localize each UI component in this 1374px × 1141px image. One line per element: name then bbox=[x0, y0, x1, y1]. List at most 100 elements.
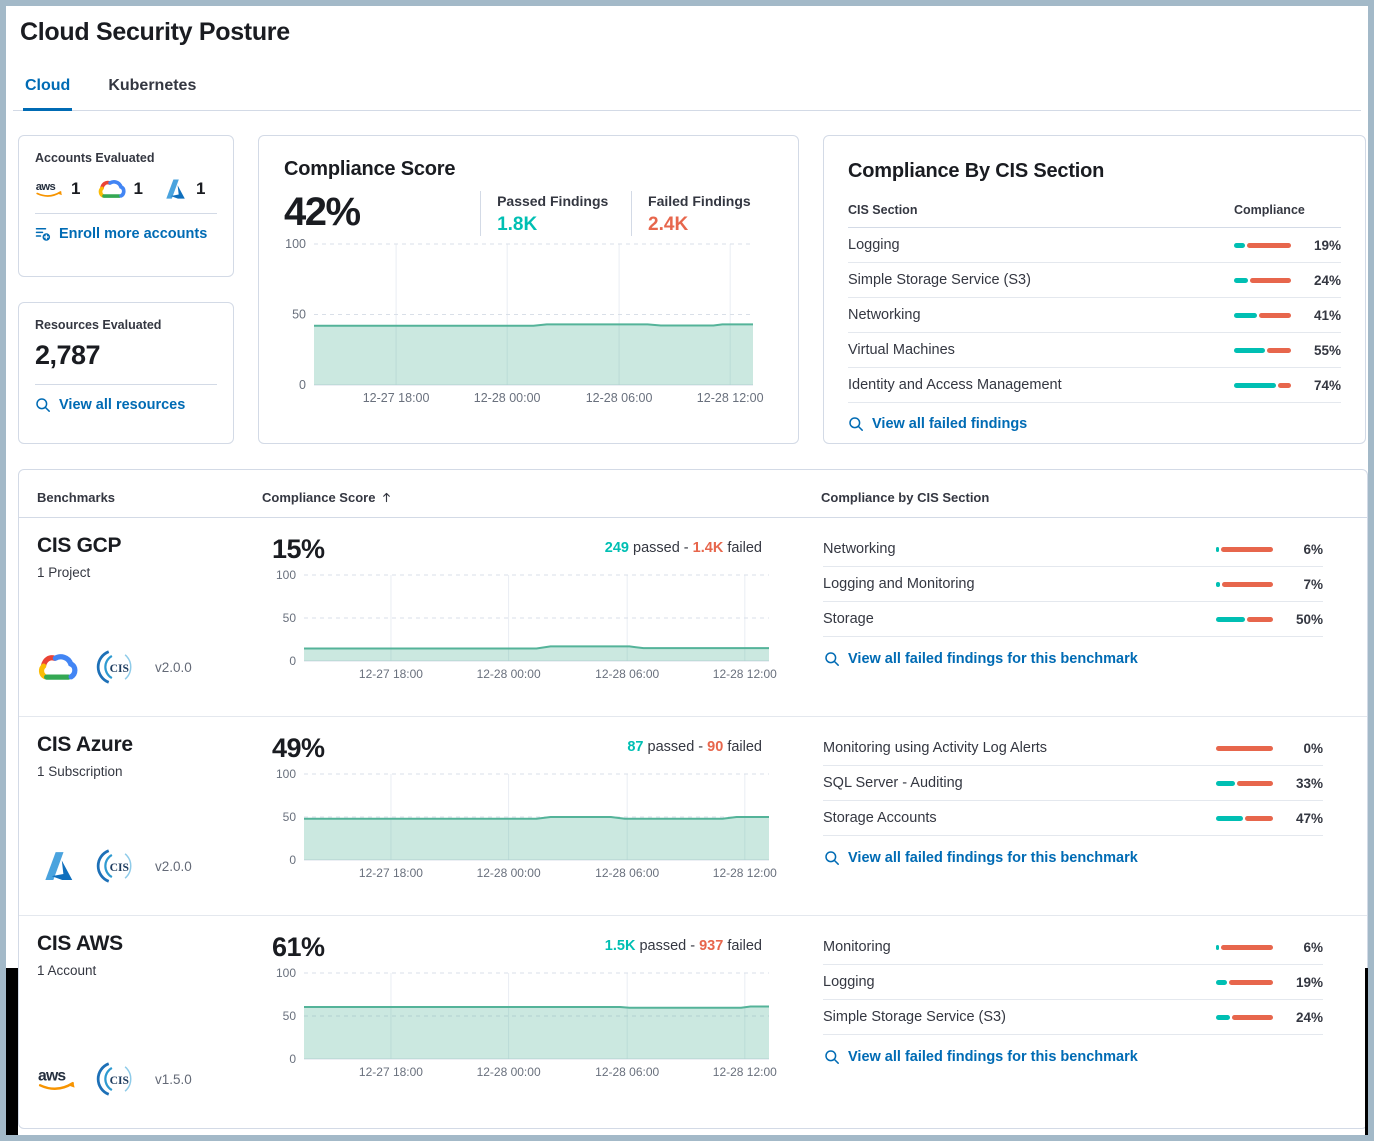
enroll-accounts-icon bbox=[35, 226, 51, 242]
svg-text:aws: aws bbox=[36, 181, 56, 193]
cis-section-label: Logging and Monitoring bbox=[823, 576, 975, 592]
svg-text:12-27 18:00: 12-27 18:00 bbox=[363, 391, 430, 405]
svg-text:12-28 00:00: 12-28 00:00 bbox=[477, 667, 541, 681]
passed-findings-value: 1.8K bbox=[497, 214, 538, 235]
benchmark-info-cell: CIS GCP 1 Project CIS v2.0.0 bbox=[19, 532, 259, 716]
cis-section-label: Virtual Machines bbox=[848, 342, 955, 358]
cis-section-value: 74% bbox=[1313, 377, 1341, 393]
compliance-score-summary: 42% Passed Findings 1.8K Failed Findings… bbox=[284, 191, 782, 236]
compliance-score-title: Compliance Score bbox=[284, 158, 456, 180]
view-all-resources-link[interactable]: View all resources bbox=[35, 397, 185, 413]
view-failed-findings-benchmark-label: View all failed findings for this benchm… bbox=[848, 651, 1138, 667]
benchmark-score-cell: 61% 1.5K passed - 937 failed 0 50 100 12-27 1… bbox=[259, 930, 817, 1128]
summary-section: Accounts Evaluated aws 1 1 1 Enroll more ac… bbox=[18, 135, 1366, 444]
benchmark-trend-chart: 0 50 100 12-27 18:00 12-28 00:00 12-28 06:00 1… bbox=[272, 568, 817, 690]
tab-cloud[interactable]: Cloud bbox=[23, 69, 73, 111]
view-failed-findings-benchmark-link[interactable]: View all failed findings for this benchm… bbox=[824, 651, 1138, 667]
svg-text:50: 50 bbox=[283, 1009, 297, 1023]
svg-text:100: 100 bbox=[285, 238, 306, 251]
cis-section-value: 6% bbox=[1303, 939, 1323, 955]
search-icon bbox=[848, 416, 864, 432]
benchmark-version: v1.5.0 bbox=[155, 1071, 192, 1087]
compliance-by-cis-title: Compliance By CIS Section bbox=[848, 160, 1105, 182]
svg-text:12-28 12:00: 12-28 12:00 bbox=[713, 1065, 777, 1079]
cis-section-value: 50% bbox=[1295, 611, 1323, 627]
summary-left-column: Accounts Evaluated aws 1 1 1 Enroll more ac… bbox=[18, 135, 234, 444]
cis-section-value: 24% bbox=[1313, 272, 1341, 288]
compliance-score-column-header[interactable]: Compliance Score bbox=[259, 490, 817, 505]
benchmark-failed-count: 1.4K bbox=[692, 540, 724, 556]
compliance-mini-bar bbox=[1216, 581, 1273, 587]
benchmark-trend-chart: 0 50 100 12-27 18:00 12-28 00:00 12-28 06:00 1… bbox=[272, 966, 817, 1088]
gcp-logo bbox=[97, 178, 127, 200]
benchmarks-table: Benchmarks Compliance Score Compliance b… bbox=[18, 469, 1368, 1129]
cis-section-label: Identity and Access Management bbox=[848, 377, 1062, 393]
cis-section-value: 41% bbox=[1313, 307, 1341, 323]
passed-findings-label: Passed Findings bbox=[497, 193, 609, 209]
cis-section-label: SQL Server - Auditing bbox=[823, 775, 963, 791]
enroll-more-accounts-link[interactable]: Enroll more accounts bbox=[35, 226, 207, 242]
benchmark-failed-count: 90 bbox=[707, 739, 724, 755]
search-icon bbox=[824, 850, 840, 866]
cis-section-label: Simple Storage Service (S3) bbox=[848, 272, 1031, 288]
passed-failed-summary: 1.5K passed - 937 failed bbox=[604, 938, 762, 954]
page-body: Accounts Evaluated aws 1 1 1 Enroll more ac… bbox=[6, 135, 1368, 1129]
svg-text:0: 0 bbox=[289, 654, 296, 668]
benchmark-subtitle: 1 Account bbox=[37, 963, 97, 978]
search-icon bbox=[824, 1049, 840, 1065]
page-title: Cloud Security Posture bbox=[20, 18, 290, 46]
view-all-failed-findings-label: View all failed findings bbox=[872, 416, 1028, 432]
benchmark-info-cell: CIS Azure 1 Subscription CIS v2.0.0 bbox=[19, 731, 259, 915]
svg-text:aws: aws bbox=[38, 1068, 66, 1085]
cis-section-row: Identity and Access Management 74% bbox=[848, 368, 1341, 403]
view-failed-findings-benchmark-link[interactable]: View all failed findings for this benchm… bbox=[824, 850, 1138, 866]
tab-kubernetes[interactable]: Kubernetes bbox=[108, 77, 197, 94]
compliance-column-header: Compliance bbox=[1234, 203, 1305, 217]
cis-logo: CIS bbox=[95, 847, 133, 885]
svg-text:12-28 06:00: 12-28 06:00 bbox=[586, 391, 653, 405]
cis-section-value: 19% bbox=[1295, 974, 1323, 990]
provider-counts: aws 1 1 1 bbox=[35, 178, 217, 200]
sort-arrow-up-icon bbox=[380, 491, 393, 504]
resources-evaluated-title: Resources Evaluated bbox=[35, 318, 162, 332]
search-icon bbox=[35, 397, 51, 413]
svg-text:50: 50 bbox=[283, 611, 297, 625]
view-all-resources-label: View all resources bbox=[59, 397, 186, 413]
cis-section-value: 19% bbox=[1313, 237, 1341, 253]
compliance-mini-bar bbox=[1216, 745, 1273, 751]
cis-section-value: 55% bbox=[1313, 342, 1341, 358]
compliance-mini-bar bbox=[1234, 277, 1291, 283]
cis-section-row: Virtual Machines 55% bbox=[848, 333, 1341, 368]
azure-logo bbox=[160, 178, 190, 200]
compliance-score-trend-chart: 0 50 100 12-27 18:00 12-28 00:00 12-28 06:00 1… bbox=[275, 237, 782, 414]
cis-section-value: 7% bbox=[1303, 576, 1323, 592]
svg-text:CIS: CIS bbox=[110, 662, 129, 675]
svg-text:0: 0 bbox=[289, 853, 296, 867]
benchmark-cis-cell: Networking 6% Logging and Monitoring 7% Stor… bbox=[817, 532, 1367, 716]
provider-count: 1 bbox=[195, 179, 206, 198]
svg-text:12-28 12:00: 12-28 12:00 bbox=[697, 391, 764, 405]
cis-section-column-header: CIS Section bbox=[848, 203, 918, 217]
view-failed-findings-benchmark-link[interactable]: View all failed findings for this benchm… bbox=[824, 1049, 1138, 1065]
cis-section-row: Networking 6% bbox=[823, 532, 1323, 567]
benchmark-cis-cell: Monitoring 6% Logging 19% Simple Storage Ser… bbox=[817, 930, 1367, 1128]
cis-logo: CIS bbox=[95, 648, 133, 686]
provider-aws: aws 1 bbox=[35, 178, 81, 200]
screenshot-black-strip-left bbox=[6, 968, 18, 1135]
cis-section-label: Logging bbox=[823, 974, 875, 990]
cis-section-label: Simple Storage Service (S3) bbox=[823, 1009, 1006, 1025]
cis-section-value: 0% bbox=[1303, 740, 1323, 756]
cis-section-row: SQL Server - Auditing 33% bbox=[823, 766, 1323, 801]
svg-text:CIS: CIS bbox=[110, 861, 129, 874]
cis-section-row: Storage Accounts 47% bbox=[823, 801, 1323, 836]
aws-logo: aws bbox=[35, 178, 65, 200]
svg-text:12-28 00:00: 12-28 00:00 bbox=[477, 1065, 541, 1079]
passed-failed-summary: 249 passed - 1.4K failed bbox=[604, 540, 762, 556]
cis-section-label: Monitoring using Activity Log Alerts bbox=[823, 740, 1048, 756]
cis-table-rows: Logging 19% Simple Storage Service (S3) 24%… bbox=[848, 228, 1341, 403]
svg-text:100: 100 bbox=[276, 768, 296, 781]
svg-text:12-28 12:00: 12-28 12:00 bbox=[713, 667, 777, 681]
cis-section-row: Monitoring using Activity Log Alerts 0% bbox=[823, 731, 1323, 766]
view-all-failed-findings-link[interactable]: View all failed findings bbox=[848, 416, 1027, 432]
svg-text:12-28 06:00: 12-28 06:00 bbox=[595, 1065, 659, 1079]
